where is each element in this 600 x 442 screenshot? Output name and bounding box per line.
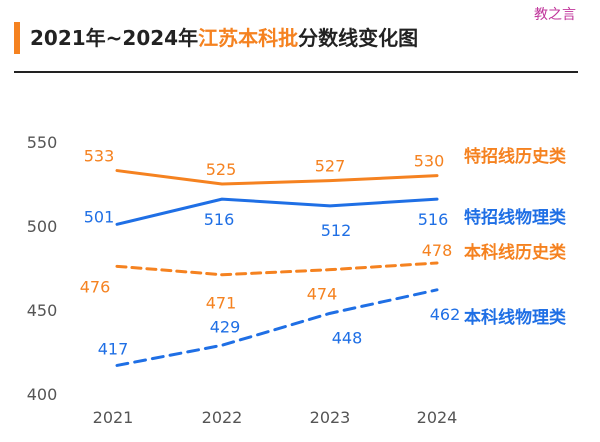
data-label: 417	[98, 339, 129, 358]
data-label: 462	[430, 305, 461, 324]
data-label: 530	[414, 152, 445, 171]
data-label: 429	[210, 317, 241, 336]
data-label: 527	[315, 157, 346, 176]
y-tick-label: 500	[27, 217, 58, 236]
series-line	[115, 261, 439, 277]
data-label: 478	[422, 241, 453, 260]
series-label: 本科线历史类	[464, 242, 567, 263]
data-label: 525	[206, 160, 237, 179]
data-label: 533	[84, 147, 115, 166]
title-accent-bar	[14, 22, 20, 54]
data-label: 512	[321, 221, 352, 240]
title-highlight: 江苏本科批	[198, 26, 299, 50]
series-line	[115, 197, 439, 226]
x-tick-label: 2021	[93, 408, 134, 427]
series-label: 特招线物理类	[464, 207, 567, 228]
data-label: 471	[206, 294, 237, 313]
x-tick-label: 2024	[417, 408, 458, 427]
x-tick-label: 2022	[202, 408, 243, 427]
data-label: 476	[80, 277, 111, 296]
y-tick-label: 400	[27, 385, 58, 404]
y-tick-label: 450	[27, 301, 58, 320]
series-line	[115, 169, 439, 186]
title-divider	[14, 71, 578, 73]
series-line	[115, 288, 439, 367]
series-label: 本科线物理类	[464, 307, 567, 328]
watermark-logo: 教之言	[534, 7, 576, 23]
title-prefix: 2021年~2024年	[30, 26, 199, 50]
data-label: 448	[332, 328, 363, 347]
y-tick-label: 550	[27, 133, 58, 152]
data-label: 516	[418, 210, 449, 229]
title-suffix: 分数线变化图	[298, 26, 419, 50]
page-title: 2021年~2024年江苏本科批分数线变化图	[30, 22, 418, 54]
data-label: 474	[307, 285, 338, 304]
data-label: 516	[204, 210, 235, 229]
data-label: 501	[84, 207, 115, 226]
x-tick-label: 2023	[310, 408, 351, 427]
series-label: 特招线历史类	[464, 146, 567, 167]
